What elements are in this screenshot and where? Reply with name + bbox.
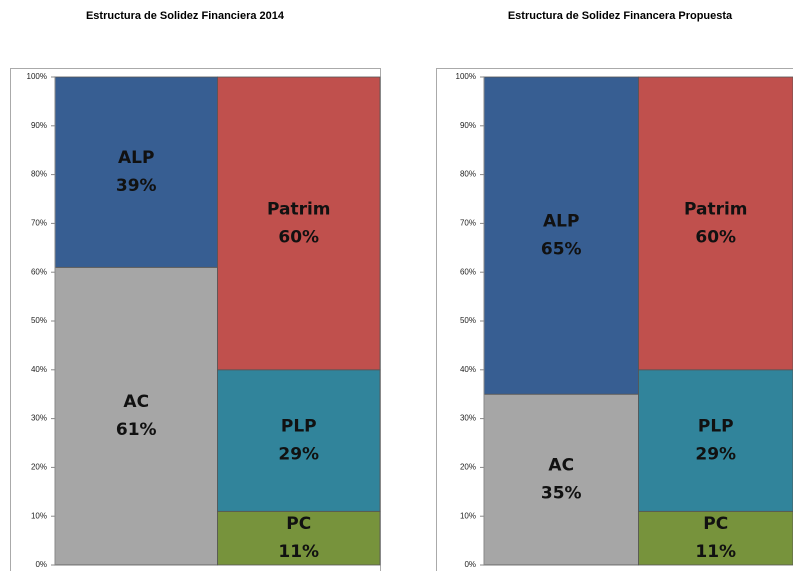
segment-name: AC (548, 456, 574, 476)
y-tick-label: 50% (460, 316, 476, 325)
data-label: 29% (278, 445, 319, 465)
segment-name: PLP (281, 417, 317, 437)
y-tick-label: 20% (31, 463, 47, 472)
y-tick-label: 80% (460, 170, 476, 179)
data-label: 11% (695, 542, 736, 562)
y-tick-label: 20% (460, 463, 476, 472)
y-tick-label: 60% (460, 267, 476, 276)
chart-title: Estructura de Solidez Financera Propuest… (508, 10, 733, 22)
y-tick-label: 40% (460, 365, 476, 374)
segment-name: PC (286, 514, 311, 534)
y-tick-label: 0% (35, 560, 47, 569)
y-tick-label: 30% (31, 414, 47, 423)
y-tick-label: 40% (31, 365, 47, 374)
bar-segment (217, 510, 381, 566)
y-tick-label: 60% (31, 267, 47, 276)
y-tick-label: 90% (31, 121, 47, 130)
bar-segment (638, 76, 793, 371)
segment-name: PC (703, 514, 728, 534)
y-tick-label: 0% (464, 560, 476, 569)
segment-name: PLP (698, 417, 734, 437)
segment-name: AC (123, 392, 149, 412)
bar-segment (638, 510, 793, 566)
chart-title: Estructura de Solidez Financiera 2014 (86, 10, 285, 22)
y-tick-label: 100% (456, 72, 476, 81)
y-tick-label: 30% (460, 414, 476, 423)
segment-name: ALP (118, 148, 154, 168)
y-tick-label: 50% (31, 316, 47, 325)
data-label: 65% (541, 240, 582, 260)
data-label: 35% (541, 484, 582, 504)
y-tick-label: 10% (460, 511, 476, 520)
bar-segment (483, 393, 639, 566)
data-label: 60% (278, 227, 319, 247)
y-tick-label: 70% (31, 219, 47, 228)
segment-name: Patrim (684, 199, 748, 219)
data-label: 60% (695, 227, 736, 247)
bar-segment (217, 369, 381, 512)
data-label: 61% (116, 420, 157, 440)
y-tick-label: 10% (31, 511, 47, 520)
data-label: 39% (116, 176, 157, 196)
bar-segment (54, 76, 218, 268)
bar-segment (54, 266, 218, 566)
data-label: 29% (695, 445, 736, 465)
y-tick-label: 80% (31, 170, 47, 179)
bar-segment (217, 76, 381, 371)
segment-name: Patrim (267, 199, 331, 219)
y-tick-label: 100% (27, 72, 47, 81)
data-label: 11% (278, 542, 319, 562)
bar-segment (483, 76, 639, 395)
bar-segment (638, 369, 793, 512)
segment-name: ALP (543, 212, 579, 232)
y-tick-label: 90% (460, 121, 476, 130)
y-tick-label: 70% (460, 219, 476, 228)
